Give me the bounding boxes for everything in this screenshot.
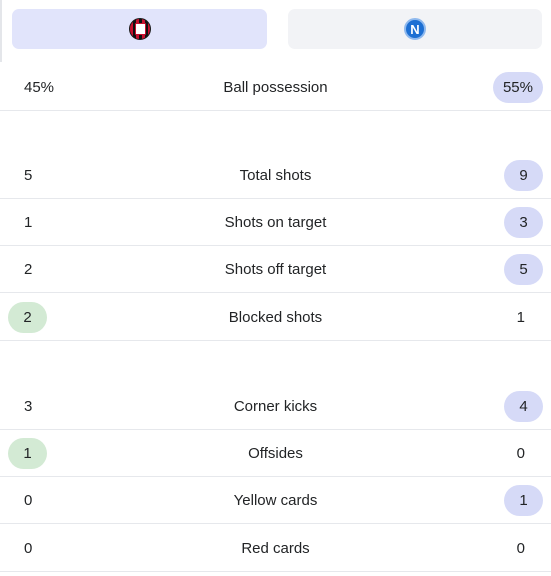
stat-label: Shots on target bbox=[224, 214, 327, 231]
home-stat-value: 0 bbox=[24, 540, 33, 557]
stat-label: Shots off target bbox=[224, 261, 327, 278]
stat-row-blocked-shots: Blocked shots 2 1 bbox=[0, 294, 551, 341]
home-stat-value: 5 bbox=[24, 167, 33, 184]
stat-label: Blocked shots bbox=[228, 309, 323, 326]
home-stat-value: 2 bbox=[24, 261, 33, 278]
away-team-tab[interactable]: N bbox=[288, 9, 542, 49]
stat-row-corner-kicks: Corner kicks 3 4 bbox=[0, 383, 551, 430]
napoli-crest-icon: N bbox=[404, 18, 426, 40]
away-stat-value: 0 bbox=[516, 540, 525, 557]
away-stat-value: 1 bbox=[504, 485, 543, 516]
stat-label: Total shots bbox=[239, 167, 312, 184]
home-stat-value: 2 bbox=[8, 302, 47, 333]
stat-label: Ball possession bbox=[223, 79, 328, 96]
home-stat-value: 1 bbox=[24, 214, 33, 231]
home-stat-value: 1 bbox=[8, 438, 47, 469]
away-stat-value: 5 bbox=[504, 254, 543, 285]
team-selector: N bbox=[0, 0, 551, 62]
home-stat-value: 3 bbox=[24, 398, 33, 415]
stat-row-yellow-cards: Yellow cards 0 1 bbox=[0, 477, 551, 524]
away-stat-value: 55% bbox=[492, 72, 543, 103]
stat-label: Yellow cards bbox=[233, 492, 318, 509]
home-stat-value: 0 bbox=[24, 492, 33, 509]
stat-row-shots-on-target: Shots on target 1 3 bbox=[0, 199, 551, 246]
stat-row-offsides: Offsides 1 0 bbox=[0, 430, 551, 477]
stat-label: Red cards bbox=[241, 540, 310, 557]
away-stat-value: 3 bbox=[504, 207, 543, 238]
stat-row-total-shots: Total shots 5 9 bbox=[0, 152, 551, 199]
away-stat-value: 9 bbox=[504, 160, 543, 191]
napoli-crest-letter: N bbox=[410, 21, 420, 37]
away-stat-value: 4 bbox=[504, 391, 543, 422]
stat-row-red-cards: Red cards 0 0 bbox=[0, 525, 551, 572]
stat-row-shots-off-target: Shots off target 2 5 bbox=[0, 246, 551, 293]
home-team-tab[interactable] bbox=[12, 9, 267, 49]
stat-label: Corner kicks bbox=[233, 398, 318, 415]
divider bbox=[0, 0, 2, 62]
away-stat-value: 1 bbox=[516, 309, 525, 326]
ac-milan-crest-icon bbox=[128, 18, 151, 40]
away-stat-value: 0 bbox=[516, 445, 525, 462]
stat-label: Offsides bbox=[248, 445, 303, 462]
home-stat-value: 45% bbox=[24, 79, 55, 96]
stat-row-ball-possession: Ball possession 45% 55% bbox=[0, 64, 551, 111]
